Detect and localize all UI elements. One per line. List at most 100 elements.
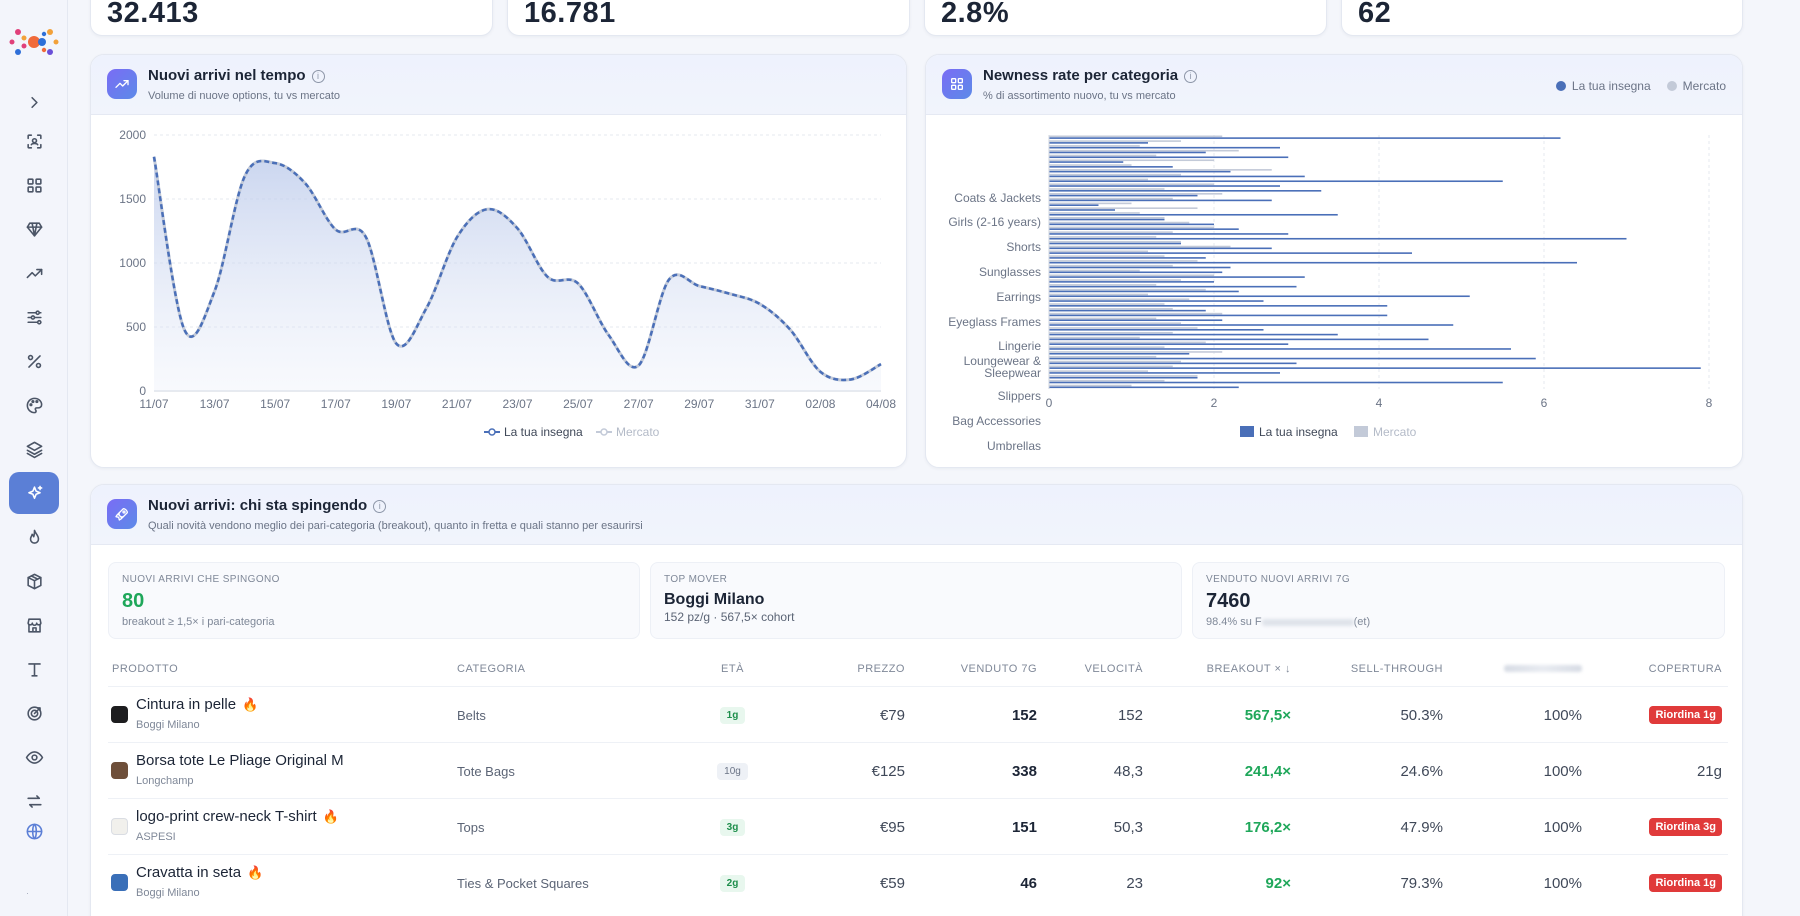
store-icon[interactable] (14, 607, 54, 643)
table-row[interactable]: Borsa tote Le Pliage Original M Longchamp… (108, 742, 1728, 798)
col-header-sell-through[interactable]: Sell-through (1350, 663, 1443, 675)
bar-la-tua-insegna (1049, 213, 1338, 216)
info-icon[interactable]: i (373, 500, 387, 513)
product-name[interactable]: Cintura in pelle 🔥 (136, 696, 259, 713)
color-swatch (111, 706, 128, 723)
sliders-icon[interactable] (14, 299, 54, 335)
chevron-right-icon[interactable] (14, 84, 54, 120)
globe-icon[interactable] (14, 813, 54, 849)
grid-icon[interactable] (14, 167, 54, 203)
trend-up-icon[interactable] (14, 255, 54, 291)
col-header-breakout[interactable]: Breakout × ↓ (1206, 663, 1291, 675)
product-name[interactable]: Borsa tote Le Pliage Original M (136, 752, 344, 769)
product-name[interactable]: Cravatta in seta 🔥 (136, 864, 264, 881)
y-tick-label: Eyeglass Frames (948, 315, 1041, 329)
legend-item-market[interactable]: Mercato (1666, 79, 1726, 93)
x-tick-label: 0 (1046, 396, 1053, 410)
target-icon[interactable] (14, 695, 54, 731)
bar-la-tua-insegna (1049, 362, 1297, 365)
y-tick-label: Coats & Jackets (954, 191, 1041, 205)
reorder-badge[interactable]: Riordina 3g (1649, 818, 1722, 836)
col-header-product[interactable]: Prodotto (112, 663, 179, 675)
coverage-cell: Riordina 1g (1590, 855, 1722, 911)
bar-mercato (1049, 336, 1140, 339)
series-line-la-tua-insegna (152, 156, 882, 382)
velocity: 50,3 (1113, 818, 1143, 836)
kpi-label: Venduto nuovi arrivi 7g (1206, 574, 1351, 585)
price: €79 (879, 706, 905, 724)
legend-item-you[interactable]: La tua insegna (1555, 79, 1651, 93)
breakout: 176,2× (1244, 818, 1291, 836)
bar-mercato (1049, 260, 1198, 262)
swap-icon[interactable] (14, 783, 54, 819)
reorder-badge[interactable]: Riordina 1g (1649, 874, 1722, 892)
eye-icon[interactable] (14, 739, 54, 775)
age-badge-cell: 1g (710, 687, 755, 743)
arrivals-line-chart: 0 500 1000 1500 2000 11/07 13/07 15/07 17/07 19/0… (119, 128, 896, 439)
info-icon[interactable]: i (311, 70, 325, 83)
percent-icon[interactable] (14, 343, 54, 379)
legend-label: La tua insegna (504, 425, 583, 439)
kpi-value: Boggi Milano (664, 591, 765, 608)
layers-icon[interactable] (14, 431, 54, 467)
product-name[interactable]: logo-print crew-neck T-shirt 🔥 (136, 808, 339, 825)
col-header-price[interactable]: Prezzo (857, 663, 905, 675)
scan-icon[interactable] (14, 123, 54, 159)
bar-la-tua-insegna (1049, 237, 1627, 240)
diamond-icon[interactable] (14, 211, 54, 247)
panel-title: Newness rate per categoria i (983, 67, 1198, 84)
header-legend: La tua insegna Mercato (1555, 79, 1726, 93)
bar-mercato (1049, 164, 1132, 166)
col-header-sold[interactable]: Venduto 7g (960, 663, 1037, 675)
bar-mercato (1049, 245, 1231, 248)
coverage-days: 21g (1696, 762, 1722, 780)
table-row[interactable]: Cravatta in seta 🔥 Boggi Milano Ties & Pock… (108, 854, 1728, 910)
bar-la-tua-insegna (1049, 252, 1412, 254)
velocity: 23 (1126, 874, 1143, 892)
col-header-category[interactable]: Categoria (457, 663, 526, 675)
kpi-sub: 152 pz/g · 567,5× cohort (664, 610, 795, 624)
newness-bar-chart: 0 2 4 6 8 Coats & Jackets Girls (2-16 years) Sh… (948, 135, 1713, 453)
bar-mercato (1049, 384, 1132, 387)
bar-mercato (1049, 360, 1181, 363)
stat-card-4: 62 (1341, 0, 1743, 36)
stat-value: 2.8% (941, 0, 1010, 29)
col-header-age[interactable]: Età (721, 663, 744, 675)
bar-mercato (1049, 303, 1165, 305)
bar-mercato (1049, 154, 1157, 157)
col-header-redacted[interactable] (1460, 663, 1582, 675)
bar-la-tua-insegna (1049, 266, 1231, 269)
legend-marker (488, 428, 496, 436)
palette-icon[interactable] (14, 387, 54, 423)
product-category: Ties & Pocket Squares (457, 875, 589, 891)
bar-mercato (1049, 312, 1223, 315)
table-row[interactable]: logo-print crew-neck T-shirt 🔥 ASPESI Tops 3… (108, 798, 1728, 854)
kpi-top-mover: Top mover Boggi Milano 152 pz/g · 567,5×… (650, 562, 1182, 639)
sparkles-icon[interactable] (9, 472, 59, 514)
text-icon[interactable] (14, 651, 54, 687)
bar-la-tua-insegna (1049, 314, 1388, 317)
bar-la-tua-insegna (1049, 276, 1305, 278)
x-tick-label: 25/07 (563, 397, 593, 411)
app-logo-icon[interactable] (8, 22, 60, 62)
table-row[interactable]: Cintura in pelle 🔥 Boggi Milano Belts 1g €79 1… (108, 686, 1728, 742)
kpi-sold-7d: Venduto nuovi arrivi 7g 7460 98.4% su F (… (1192, 562, 1725, 639)
product-category: Tote Bags (457, 763, 515, 779)
bar-mercato (1049, 231, 1173, 233)
product-brand: Boggi Milano (136, 887, 200, 899)
box-icon[interactable] (14, 563, 54, 599)
col-header-velocity[interactable]: Velocità (1084, 663, 1143, 675)
y-tick-label: Earrings (996, 290, 1041, 304)
bar-la-tua-insegna (1049, 228, 1239, 230)
bar-la-tua-insegna (1049, 376, 1198, 379)
kpi-value: 7460 (1206, 590, 1251, 612)
bar-la-tua-insegna (1049, 261, 1577, 264)
coverage-cell: 21g (1590, 743, 1722, 799)
col-header-coverage[interactable]: Copertura (1648, 663, 1722, 675)
reorder-badge[interactable]: Riordina 1g (1649, 706, 1722, 724)
flame-icon: 🔥 (247, 865, 264, 880)
sold-7d: 46 (1020, 874, 1037, 892)
bar-mercato (1049, 169, 1272, 171)
info-icon[interactable]: i (1184, 70, 1198, 83)
flame-icon[interactable] (14, 519, 54, 555)
